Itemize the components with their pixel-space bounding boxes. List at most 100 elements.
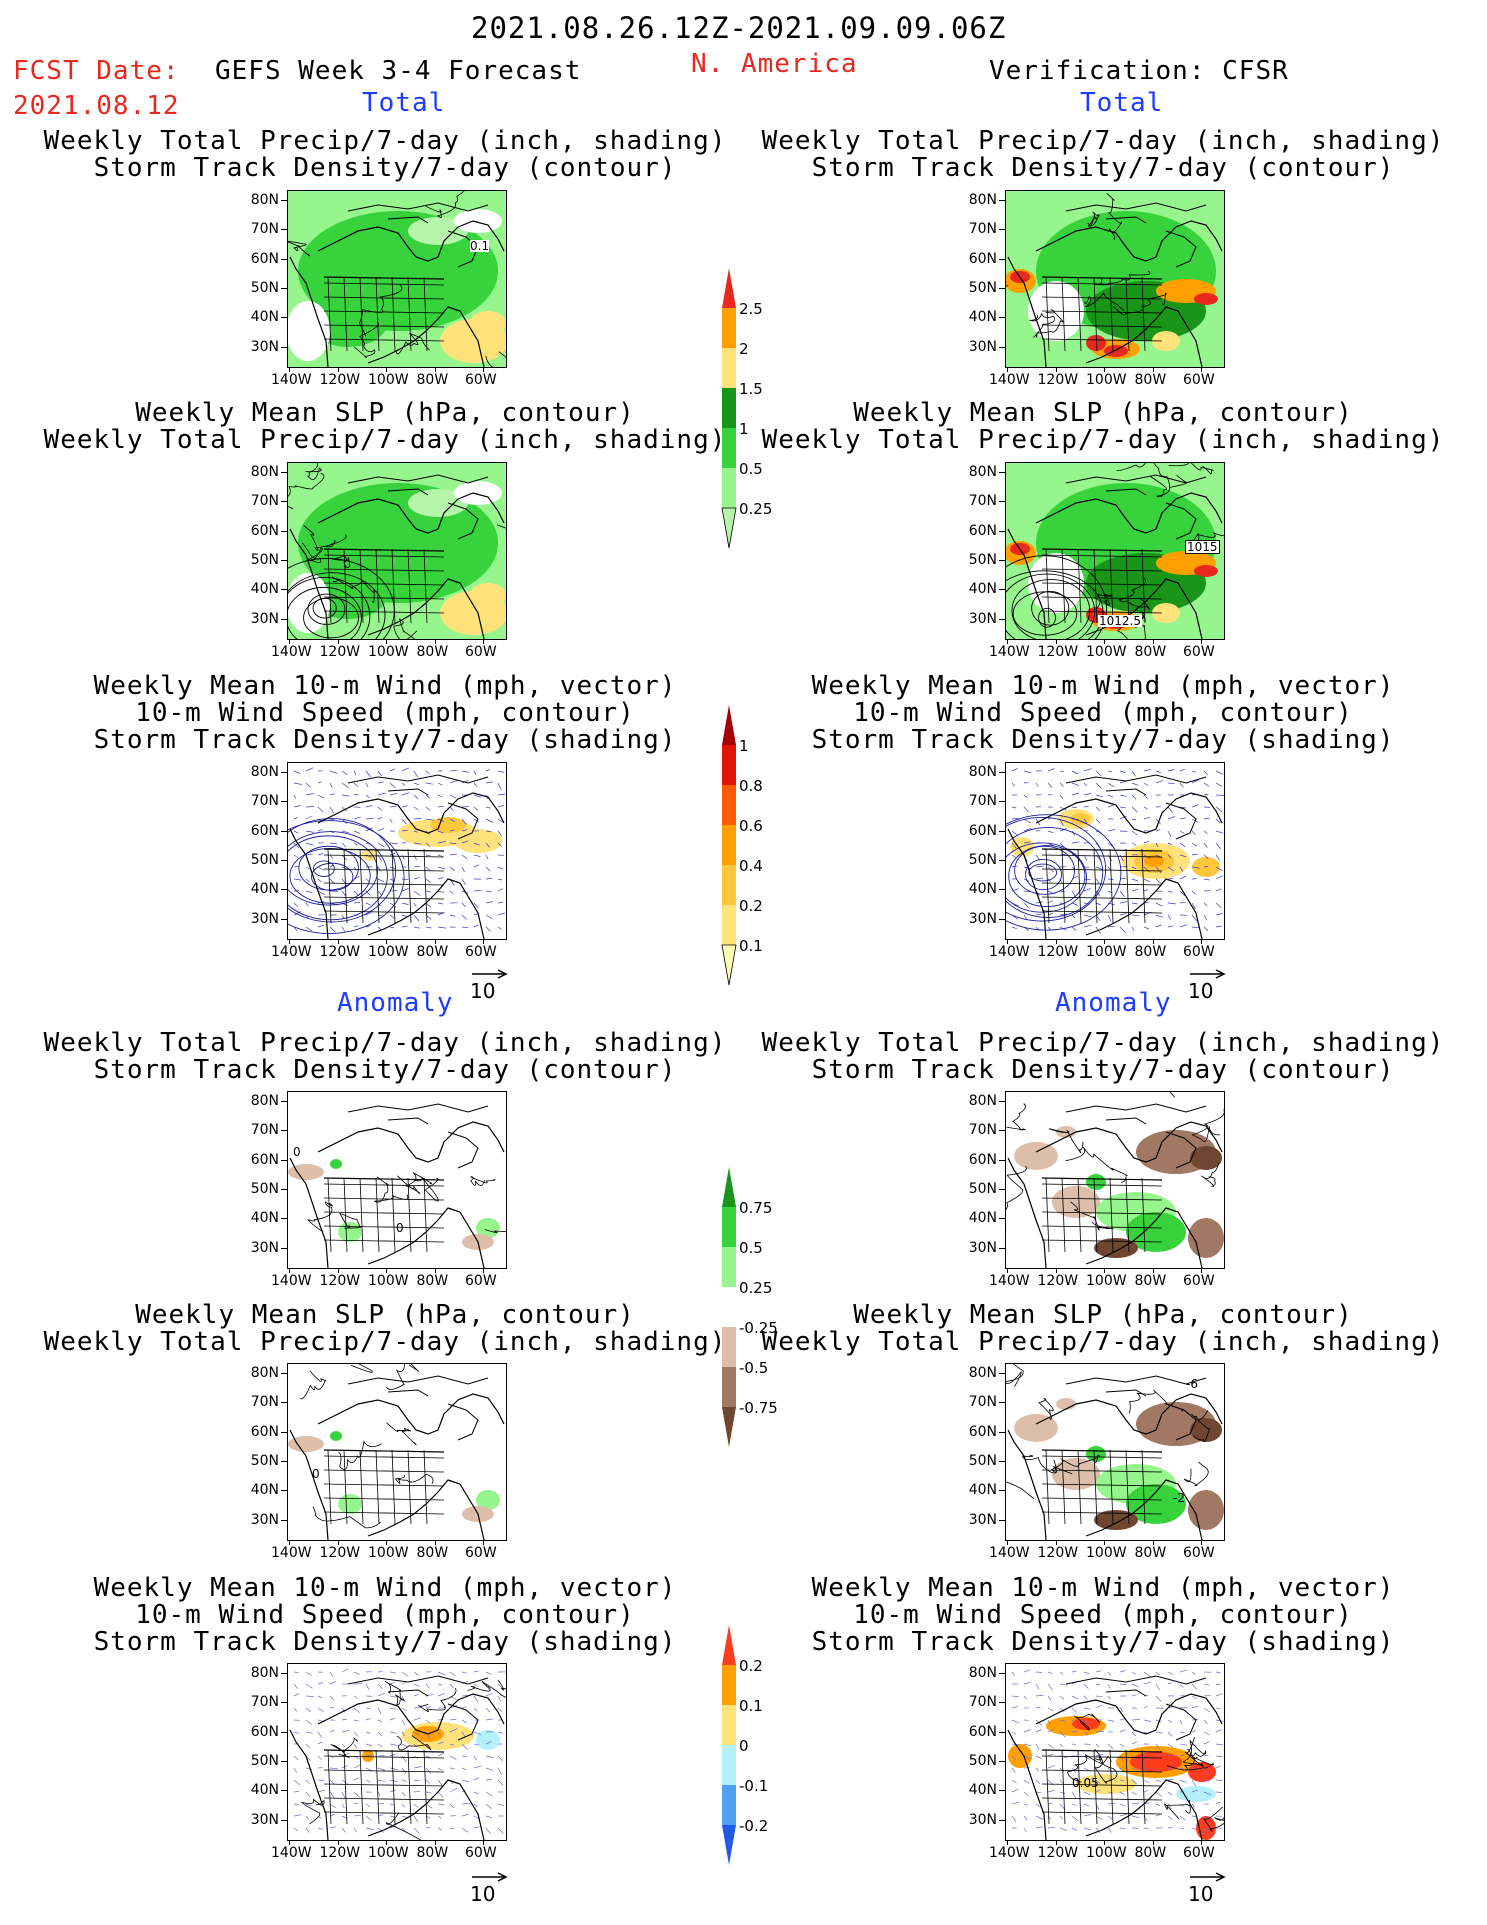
contour-label-anom-neg6: -6: [1186, 1377, 1198, 1391]
lon-label: 100W: [368, 944, 409, 960]
lon-label: 60W: [1183, 944, 1215, 960]
vector-ref-cfsr-total: 10: [1188, 965, 1228, 1003]
lat-label: 40N: [968, 309, 997, 326]
vector-ref-fcst-total: 10: [470, 965, 510, 1003]
lat-label: 30N: [968, 1239, 997, 1256]
lat-label: 60N: [968, 822, 997, 839]
lat-label: 50N: [250, 1452, 279, 1469]
title-cfsr-anom-slp: Weekly Mean SLP (hPa, contour) Weekly To…: [761, 1300, 1445, 1357]
section-anomaly-right: Anomaly: [1055, 988, 1172, 1018]
lon-label: 100W: [1086, 1845, 1127, 1861]
lat-label: 50N: [250, 851, 279, 868]
lon-label: 140W: [271, 944, 312, 960]
title-cfsr-total-slp: Weekly Mean SLP (hPa, contour) Weekly To…: [761, 398, 1445, 455]
lat-label: 70N: [968, 1394, 997, 1411]
colorbar-label: 0.1: [739, 1697, 763, 1715]
colorbar-label: -0.1: [739, 1777, 769, 1795]
map-cfsr-anom-precip: [1005, 1091, 1225, 1269]
lon-label: 60W: [465, 372, 497, 388]
lon-label: 120W: [319, 372, 361, 388]
lat-label: 30N: [250, 610, 279, 627]
lon-label: 120W: [1037, 372, 1079, 388]
colorbar-label: 0.2: [739, 897, 763, 915]
map-cfsr-total-wind: [1005, 762, 1225, 940]
lat-label: 40N: [250, 1482, 279, 1499]
contour-label-anom-zero-a: 0: [293, 1145, 301, 1159]
colorbar-storm-anom: 0.2 0.1 0 -0.1 -0.2: [721, 1625, 768, 1909]
title-fcst-anom-precip: Weekly Total Precip/7-day (inch, shading…: [43, 1028, 727, 1085]
lon-label: 140W: [989, 1273, 1030, 1289]
colorbar-label: 0.4: [739, 857, 763, 875]
lat-label: 80N: [250, 1665, 279, 1681]
lat-label: 30N: [968, 1811, 997, 1828]
colorbar-label: 0.25: [739, 1279, 773, 1297]
lon-label: 120W: [319, 1845, 361, 1861]
lat-label: 60N: [250, 822, 279, 839]
contour-label-slp-1015: 1015: [1185, 540, 1220, 554]
lon-label: 120W: [319, 644, 361, 660]
map-fcst-total-slp: [287, 462, 507, 640]
colorbar-precip-anom: 0.75 0.5 0.25 -0.25 -0.5 -0.75: [721, 1167, 778, 1491]
contour-label-anom-zero-b: 0: [396, 1221, 404, 1235]
lat-label: 80N: [968, 464, 997, 480]
lat-label: 50N: [968, 1452, 997, 1469]
contour-label-anom-zero-c: 0: [312, 1467, 320, 1481]
colorbar-label: 0.5: [739, 1239, 763, 1257]
lon-label: 120W: [1037, 944, 1079, 960]
lat-label: 40N: [968, 1482, 997, 1499]
lon-label: 100W: [1086, 944, 1127, 960]
lon-label: 120W: [319, 1273, 361, 1289]
lon-label: 80W: [1134, 1845, 1167, 1861]
lon-label: 140W: [989, 644, 1030, 660]
lat-label: 70N: [250, 1694, 279, 1711]
lat-label: 80N: [250, 1365, 279, 1381]
lat-label: 40N: [250, 581, 279, 598]
lon-label: 80W: [416, 1845, 449, 1861]
colorbar-label: 1: [739, 420, 749, 438]
title-fcst-total-precip: Weekly Total Precip/7-day (inch, shading…: [43, 126, 727, 183]
map-fcst-anom-slp: [287, 1363, 507, 1541]
map-fcst-total-precip: [287, 190, 507, 368]
lon-label: 60W: [1183, 1845, 1215, 1861]
lat-label: 80N: [968, 764, 997, 780]
section-anomaly-left: Anomaly: [337, 988, 454, 1018]
title-fcst-total-slp: Weekly Mean SLP (hPa, contour) Weekly To…: [43, 398, 727, 455]
lon-label: 100W: [368, 1273, 409, 1289]
colorbar-label: -0.2: [739, 1817, 769, 1835]
lon-label: 100W: [368, 1545, 409, 1561]
lon-label: 80W: [416, 1273, 449, 1289]
lon-label: 140W: [989, 944, 1030, 960]
colorbar-label: -0.25: [739, 1319, 778, 1337]
lat-label: 40N: [968, 1782, 997, 1799]
lon-label: 140W: [271, 1273, 312, 1289]
lon-label: 60W: [465, 1545, 497, 1561]
title-cfsr-anom-precip: Weekly Total Precip/7-day (inch, shading…: [761, 1028, 1445, 1085]
vector-ref-fcst-anom: 10: [470, 1868, 510, 1906]
lon-label: 80W: [1134, 1545, 1167, 1561]
contour-label-fcst-precip: 0.1: [470, 239, 490, 253]
lon-label: 120W: [1037, 644, 1079, 660]
colorbar-label: 0.6: [739, 817, 763, 835]
lat-label: 30N: [250, 1239, 279, 1256]
lon-label: 140W: [271, 1545, 312, 1561]
lat-label: 40N: [968, 581, 997, 598]
lat-label: 60N: [250, 1423, 279, 1440]
lon-label: 140W: [271, 644, 312, 660]
lat-label: 80N: [968, 1093, 997, 1109]
lat-label: 80N: [968, 1365, 997, 1381]
lon-label: 80W: [1134, 644, 1167, 660]
verification-title: Verification: CFSR: [989, 56, 1289, 86]
lat-label: 30N: [968, 610, 997, 627]
lat-label: 60N: [968, 1423, 997, 1440]
forecast-title: GEFS Week 3-4 Forecast: [215, 56, 582, 86]
lat-label: 30N: [250, 1811, 279, 1828]
colorbar-precip-total: 2.5 2 1.5 1 0.5 0.25: [721, 268, 772, 592]
date-range: 2021.08.26.12Z-2021.09.09.06Z: [471, 11, 1007, 45]
map-cfsr-anom-slp: [1005, 1363, 1225, 1541]
lat-label: 80N: [250, 764, 279, 780]
lon-label: 120W: [319, 1545, 361, 1561]
lat-label: 80N: [250, 192, 279, 208]
lat-label: 80N: [250, 1093, 279, 1109]
vector-ref-cfsr-anom: 10: [1188, 1868, 1228, 1906]
lat-label: 70N: [968, 1694, 997, 1711]
